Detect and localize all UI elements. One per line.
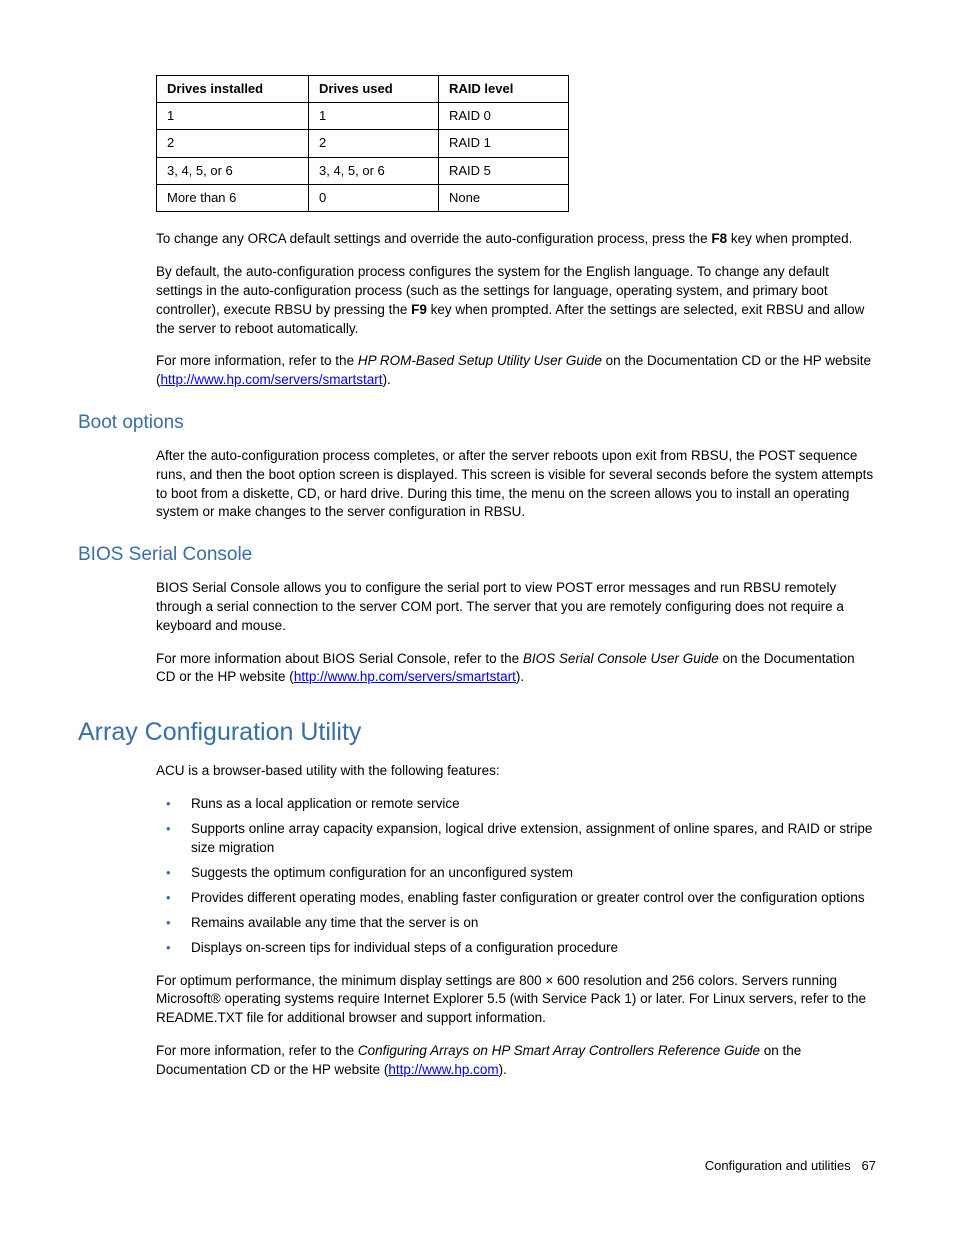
page-footer: Configuration and utilities 67 xyxy=(705,1157,876,1175)
list-item: Supports online array capacity expansion… xyxy=(156,820,876,858)
table-cell: 1 xyxy=(309,103,439,130)
paragraph-boot: After the auto-configuration process com… xyxy=(156,447,876,523)
table-cell: 2 xyxy=(157,130,309,157)
heading-boot-options: Boot options xyxy=(78,410,876,437)
table-cell: RAID 1 xyxy=(439,130,569,157)
paragraph-acu-moreinfo: For more information, refer to the Confi… xyxy=(156,1042,876,1080)
raid-table: Drives installed Drives used RAID level … xyxy=(156,75,569,212)
paragraph-moreinfo: For more information, refer to the HP RO… xyxy=(156,352,876,390)
link-smartstart[interactable]: http://www.hp.com/servers/smartstart xyxy=(161,372,383,387)
table-header: RAID level xyxy=(439,76,569,103)
paragraph-autoconfig: By default, the auto-configuration proce… xyxy=(156,263,876,339)
table-header: Drives used xyxy=(309,76,439,103)
table-body: 11RAID 022RAID 13, 4, 5, or 63, 4, 5, or… xyxy=(157,103,569,212)
list-item: Displays on-screen tips for individual s… xyxy=(156,939,876,958)
list-item: Remains available any time that the serv… xyxy=(156,914,876,933)
list-item: Runs as a local application or remote se… xyxy=(156,795,876,814)
acu-feature-list: Runs as a local application or remote se… xyxy=(156,795,876,957)
table-cell: More than 6 xyxy=(157,184,309,211)
heading-bios-serial: BIOS Serial Console xyxy=(78,542,876,569)
table-row: More than 60None xyxy=(157,184,569,211)
table-cell: 3, 4, 5, or 6 xyxy=(157,157,309,184)
list-item: Suggests the optimum configuration for a… xyxy=(156,864,876,883)
table-row: 3, 4, 5, or 63, 4, 5, or 6RAID 5 xyxy=(157,157,569,184)
table-header: Drives installed xyxy=(157,76,309,103)
table-row: 22RAID 1 xyxy=(157,130,569,157)
table-cell: 2 xyxy=(309,130,439,157)
paragraph-acu-perf: For optimum performance, the minimum dis… xyxy=(156,972,876,1029)
list-item: Provides different operating modes, enab… xyxy=(156,889,876,908)
paragraph-bios2: For more information about BIOS Serial C… xyxy=(156,650,876,688)
table-cell: 0 xyxy=(309,184,439,211)
table-cell: None xyxy=(439,184,569,211)
link-smartstart2[interactable]: http://www.hp.com/servers/smartstart xyxy=(294,669,516,684)
table-cell: RAID 5 xyxy=(439,157,569,184)
link-hp[interactable]: http://www.hp.com xyxy=(388,1062,498,1077)
paragraph-orca: To change any ORCA default settings and … xyxy=(156,230,876,249)
paragraph-acu-intro: ACU is a browser-based utility with the … xyxy=(156,762,876,781)
table-row: 11RAID 0 xyxy=(157,103,569,130)
table-cell: 1 xyxy=(157,103,309,130)
table-cell: 3, 4, 5, or 6 xyxy=(309,157,439,184)
table-cell: RAID 0 xyxy=(439,103,569,130)
paragraph-bios1: BIOS Serial Console allows you to config… xyxy=(156,579,876,636)
heading-acu: Array Configuration Utility xyxy=(78,715,876,750)
